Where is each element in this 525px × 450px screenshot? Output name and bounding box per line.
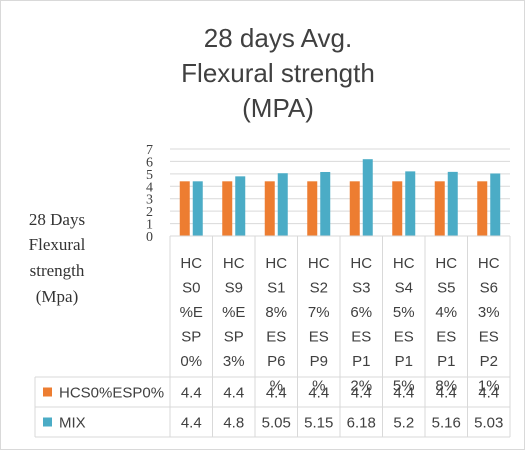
bar-mix [447,171,458,236]
chart-title: 28 days Avg. Flexural strength (MPA) [181,23,375,123]
data-value: 4.4 [181,385,202,402]
category-label: HC S6 3% ES P2 1% [478,255,500,395]
data-value: 4.4 [393,385,414,402]
bar-mix [405,171,416,236]
legend-label: HCS0%ESP0% [59,385,164,402]
legend-swatch [43,417,52,427]
y-tick-label: 7 [146,143,153,158]
data-value: 4.8 [223,415,244,432]
y-tick-label: 3 [146,193,153,208]
bar-mix [362,159,373,236]
data-value: 5.2 [393,415,414,432]
bar-mix [192,181,203,236]
y-tick-label: 1 [146,218,153,233]
bar-baseline [477,181,488,236]
chart-title-line: 28 days Avg. [204,23,352,53]
legend-swatch [43,387,52,397]
bar-baseline [264,181,275,236]
bar-mix [490,173,501,236]
category-label: HC S3 6% ES P1 2% [350,255,372,395]
data-value: 4.4 [181,415,202,432]
data-value: 4.4 [308,385,329,402]
bar-baseline [179,181,190,236]
y-tick-label: 4 [146,180,153,195]
y-axis-title: 28 Days Flexural strength (Mpa) [29,210,86,306]
data-value: 4.4 [436,385,457,402]
bar-mix [320,171,331,236]
category-label: HC S5 4% ES P1 8% [435,255,457,395]
category-label: HC S4 5% ES P1 5% [393,255,415,395]
y-axis-title-line: Flexural [29,235,86,254]
chart-bars [179,159,501,236]
data-value: 5.16 [432,415,461,432]
data-value: 5.05 [262,415,291,432]
y-tick-label: 0 [146,230,153,245]
data-value: 4.4 [351,385,372,402]
data-value: 5.03 [474,415,503,432]
data-value: 4.4 [266,385,287,402]
y-tick-label: 5 [146,168,153,183]
bar-baseline [222,181,233,236]
data-value: 4.4 [478,385,499,402]
category-label: HC S2 7% ES P9% [308,255,330,395]
y-axis-title-line: strength [30,261,85,280]
bar-baseline [349,181,360,236]
category-label: HC S9 %E SP 3% [222,255,245,370]
bar-baseline [392,181,403,236]
data-value: 5.15 [304,415,333,432]
bar-baseline [307,181,318,236]
y-tick-label: 2 [146,205,153,220]
bar-mix [235,176,246,236]
chart-title-line: (MPA) [242,93,314,123]
y-tick-label: 6 [146,155,153,170]
category-label: HC S1 8% ES P6% [265,255,287,395]
y-axis-title-line: 28 Days [29,210,85,229]
category-labels: HC S0 %E SP 0% HC S9 %E SP 3% HC S1 8% ES P6 % HC S2 7% ES P… [169,235,511,437]
legend-label: MIX [59,415,86,432]
y-axis-title-line: (Mpa) [36,287,78,306]
data-table: HCS0%ESP0% 4.4 4.4 4.4 4.4 4.4 4.4 4.4 4.4 MIX 4.4… [34,376,510,438]
data-value: 4.4 [223,385,244,402]
chart-title-line: Flexural strength [181,58,375,88]
chart-grid [170,148,510,237]
data-value: 6.18 [347,415,376,432]
bar-baseline [434,181,445,236]
bar-mix [277,173,288,236]
category-label: HC S0 %E SP 0% [180,255,203,370]
